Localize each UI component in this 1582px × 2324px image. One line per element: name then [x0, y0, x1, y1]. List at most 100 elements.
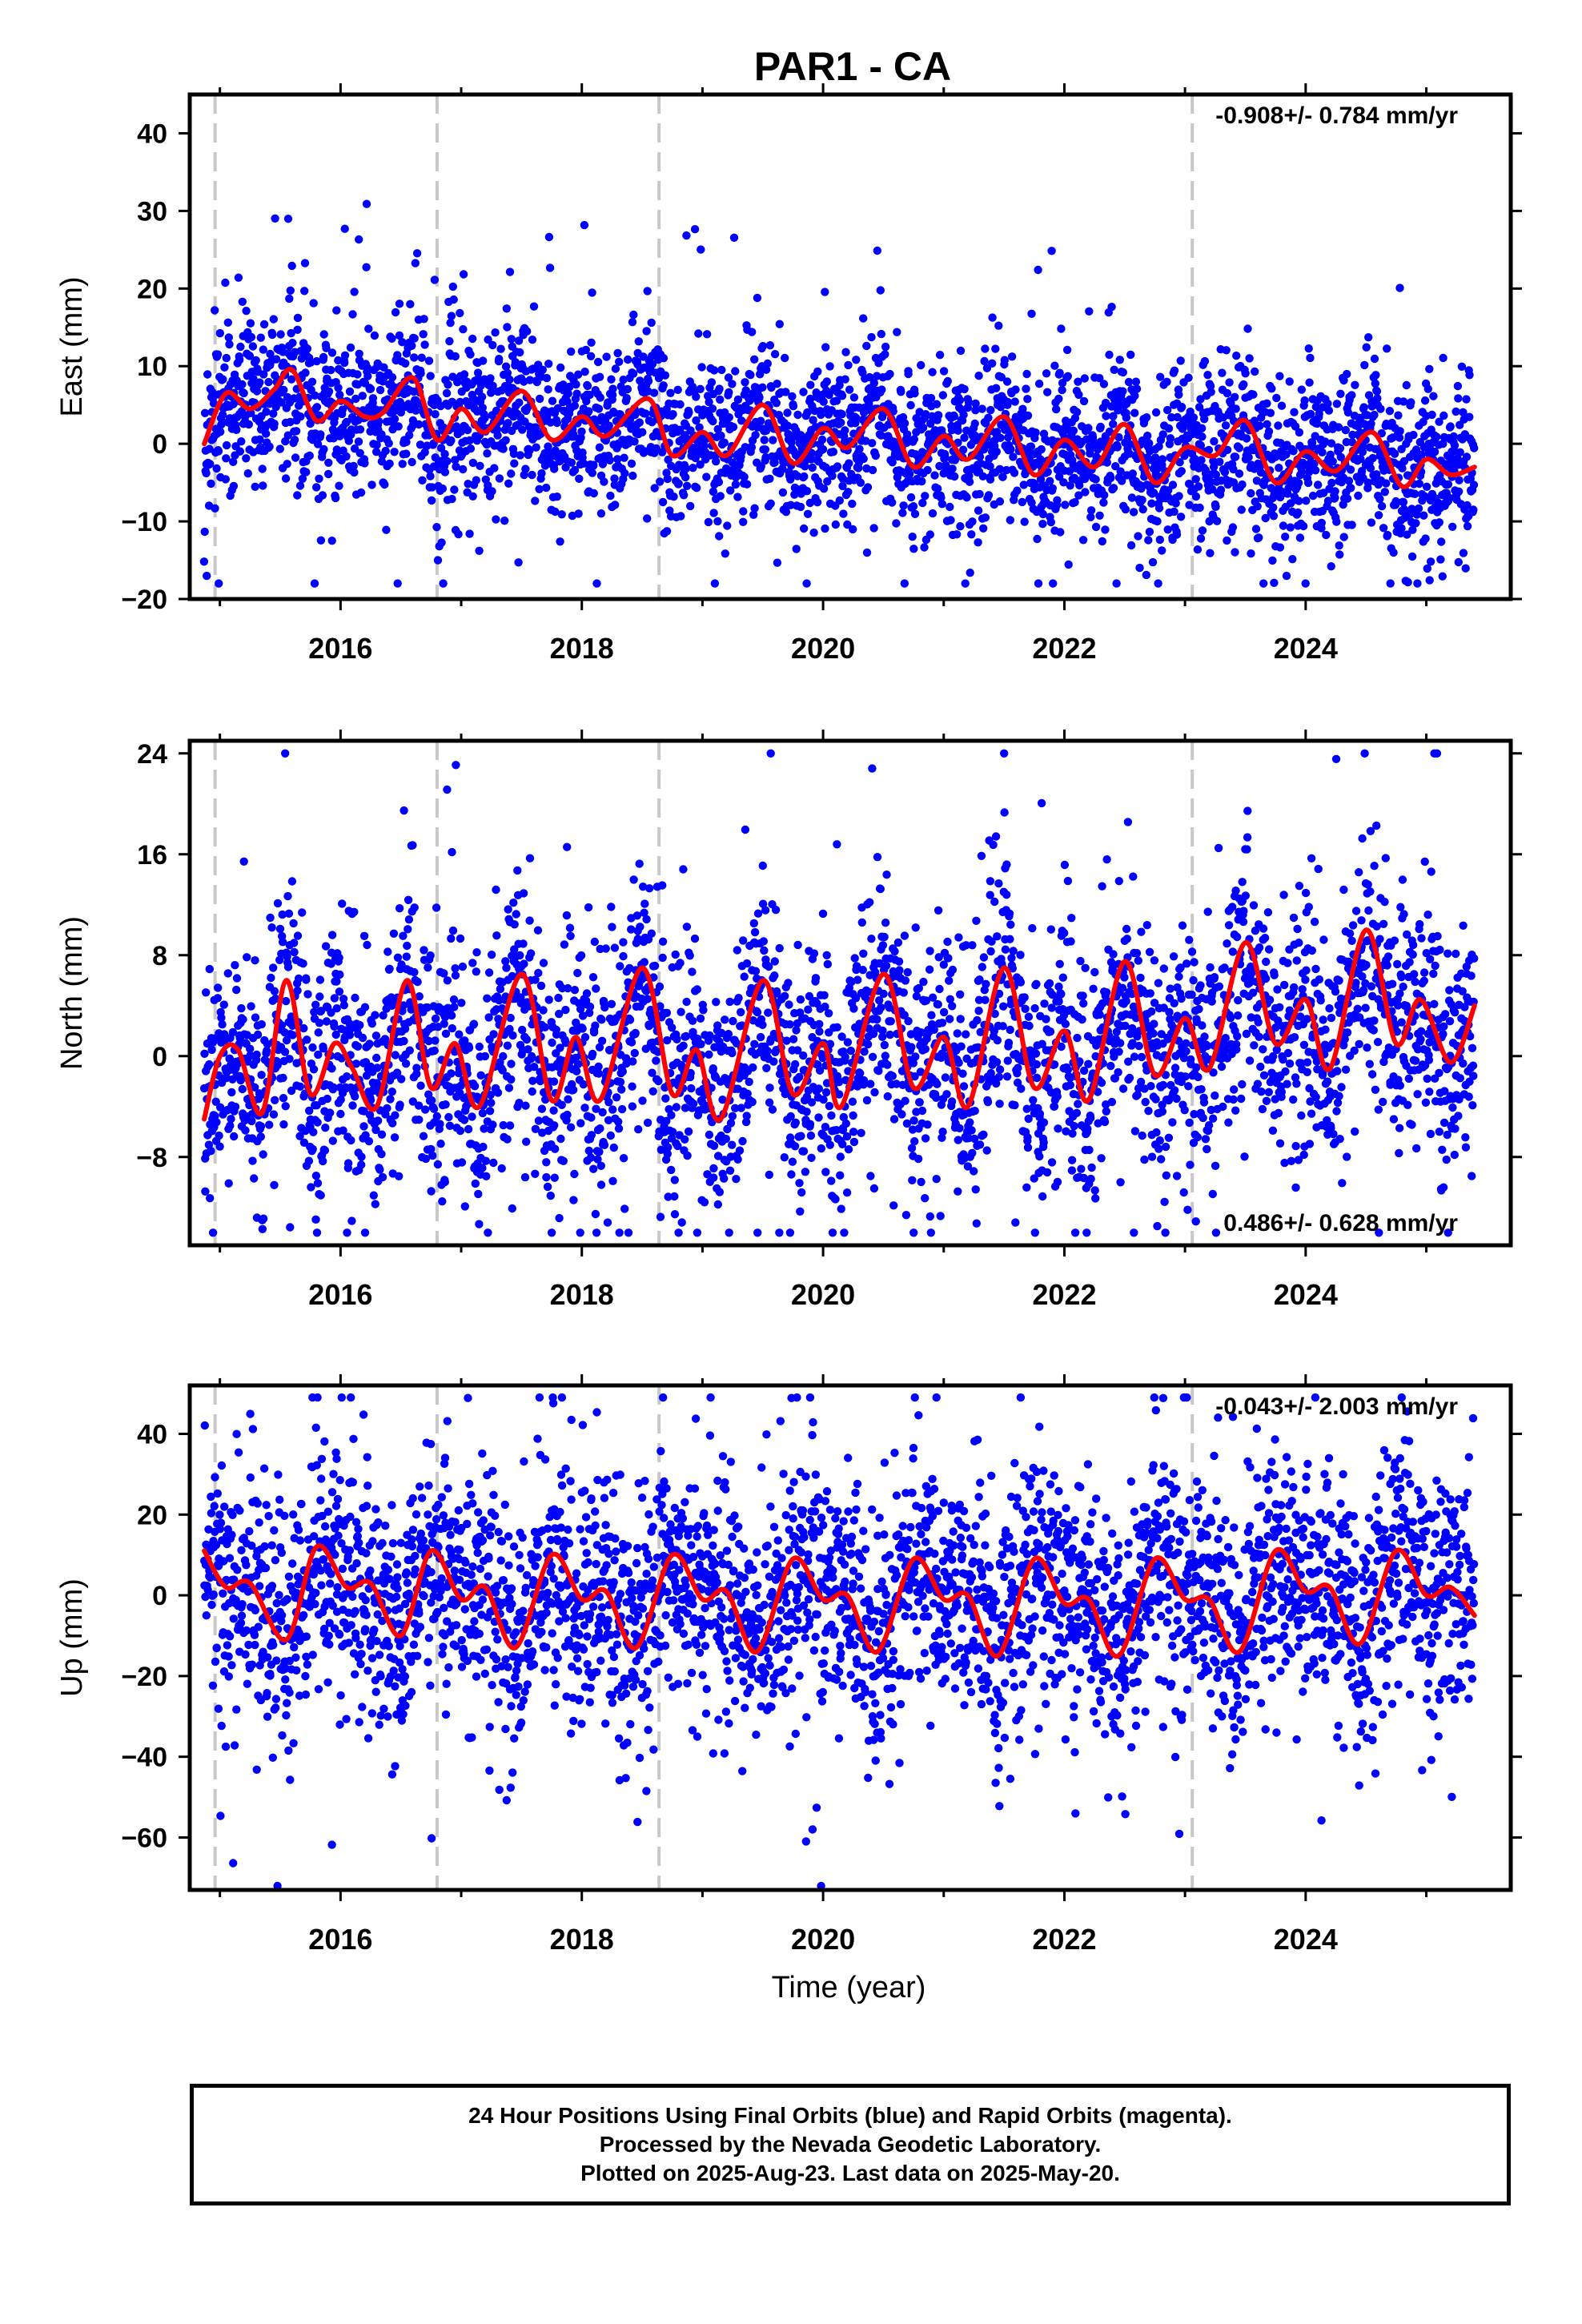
east-data-point: [291, 453, 300, 462]
east-data-point: [542, 373, 552, 383]
north-data-point: [522, 1137, 531, 1146]
east-data-point: [402, 449, 411, 458]
east-data-point: [995, 497, 1005, 506]
east-data-point: [1356, 454, 1365, 464]
east-data-point: [575, 474, 584, 483]
north-data-point: [251, 1083, 259, 1092]
east-data-point: [1377, 428, 1387, 438]
north-data-point: [624, 1228, 633, 1237]
east-data-point: [531, 423, 540, 432]
east-data-point: [1317, 518, 1327, 528]
east-data-point: [841, 426, 849, 435]
east-data-point: [813, 367, 822, 376]
north-data-point: [765, 1170, 773, 1180]
east-data-point: [1197, 456, 1206, 464]
east-data-point: [941, 452, 950, 461]
north-data-point: [683, 1151, 692, 1160]
north-data-point: [676, 959, 685, 967]
north-data-point: [681, 1135, 689, 1144]
north-data-point: [728, 1140, 737, 1149]
east-data-point: [236, 342, 245, 352]
east-data-point: [366, 384, 375, 393]
east-data-point: [1335, 550, 1344, 559]
east-data-point: [516, 348, 524, 357]
east-data-point: [851, 413, 861, 422]
north-data-point: [559, 1156, 568, 1166]
north-data-point: [588, 973, 598, 982]
east-data-point: [793, 410, 802, 420]
north-data-point: [608, 1105, 617, 1114]
east-data-point: [1435, 518, 1444, 527]
east-data-point: [1430, 448, 1439, 456]
east-data-point: [412, 406, 420, 415]
north-data-point: [688, 1016, 697, 1025]
east-data-point: [368, 394, 378, 403]
east-data-point: [1078, 536, 1088, 545]
north-data-point: [275, 924, 285, 934]
north-data-point: [528, 1087, 536, 1096]
east-data-point: [229, 457, 238, 466]
north-data-point: [315, 1019, 324, 1027]
north-data-point: [715, 1188, 725, 1196]
east-data-point: [584, 407, 593, 416]
east-data-point: [992, 384, 1001, 392]
east-data-point: [773, 380, 781, 388]
east-data-point: [363, 372, 372, 380]
north-data-point: [378, 1172, 387, 1182]
east-data-point: [608, 391, 617, 400]
east-data-point: [761, 452, 770, 462]
east-data-point: [356, 488, 366, 497]
east-data-point: [775, 320, 784, 328]
east-data-point: [342, 452, 351, 461]
north-data-point: [596, 1161, 605, 1171]
east-data-point: [1306, 409, 1315, 419]
east-data-point: [821, 287, 829, 296]
east-data-point: [472, 476, 480, 485]
north-data-point: [428, 1151, 437, 1160]
east-data-point: [447, 436, 456, 445]
east-data-point: [1170, 507, 1178, 517]
north-data-point: [705, 1050, 713, 1059]
north-data-point: [569, 1196, 578, 1204]
east-data-point: [475, 546, 484, 555]
east-data-point: [1339, 533, 1348, 541]
north-data-point: [606, 1131, 615, 1140]
east-data-point: [433, 556, 443, 565]
east-data-point: [862, 341, 871, 351]
east-data-point: [604, 421, 613, 430]
north-data-point: [533, 926, 543, 935]
east-data-point: [256, 333, 265, 342]
north-data-point: [513, 866, 522, 875]
east-data-point: [747, 443, 757, 452]
north-data-point: [247, 1002, 255, 1011]
east-data-point: [869, 379, 879, 388]
east-data-point: [807, 448, 817, 458]
east-data-point: [377, 457, 387, 466]
east-data-point: [781, 388, 790, 396]
east-data-point: [1223, 388, 1232, 398]
north-data-point: [721, 1134, 730, 1144]
east-data-point: [849, 525, 857, 534]
east-data-point: [1227, 399, 1235, 408]
east-data-point: [426, 372, 435, 380]
north-data-point: [436, 1120, 444, 1128]
east-data-point: [1026, 442, 1036, 451]
east-data-point: [716, 492, 725, 501]
east-data-point: [1463, 521, 1472, 531]
east-data-point: [355, 425, 365, 434]
north-data-point: [364, 1136, 374, 1146]
east-data-point: [592, 579, 601, 588]
north-data-point: [451, 971, 460, 980]
east-data-point: [212, 464, 221, 473]
east-data-point: [331, 493, 340, 503]
north-data-point: [202, 988, 211, 997]
east-data-point: [739, 507, 748, 516]
north-data-point: [737, 1007, 745, 1017]
east-data-point: [223, 318, 232, 327]
east-data-point: [516, 451, 524, 460]
east-data-point: [1048, 484, 1058, 493]
east-data-point: [629, 310, 638, 320]
east-data-point: [1121, 505, 1130, 514]
east-data-point: [459, 325, 468, 334]
east-data-point: [1285, 377, 1294, 386]
